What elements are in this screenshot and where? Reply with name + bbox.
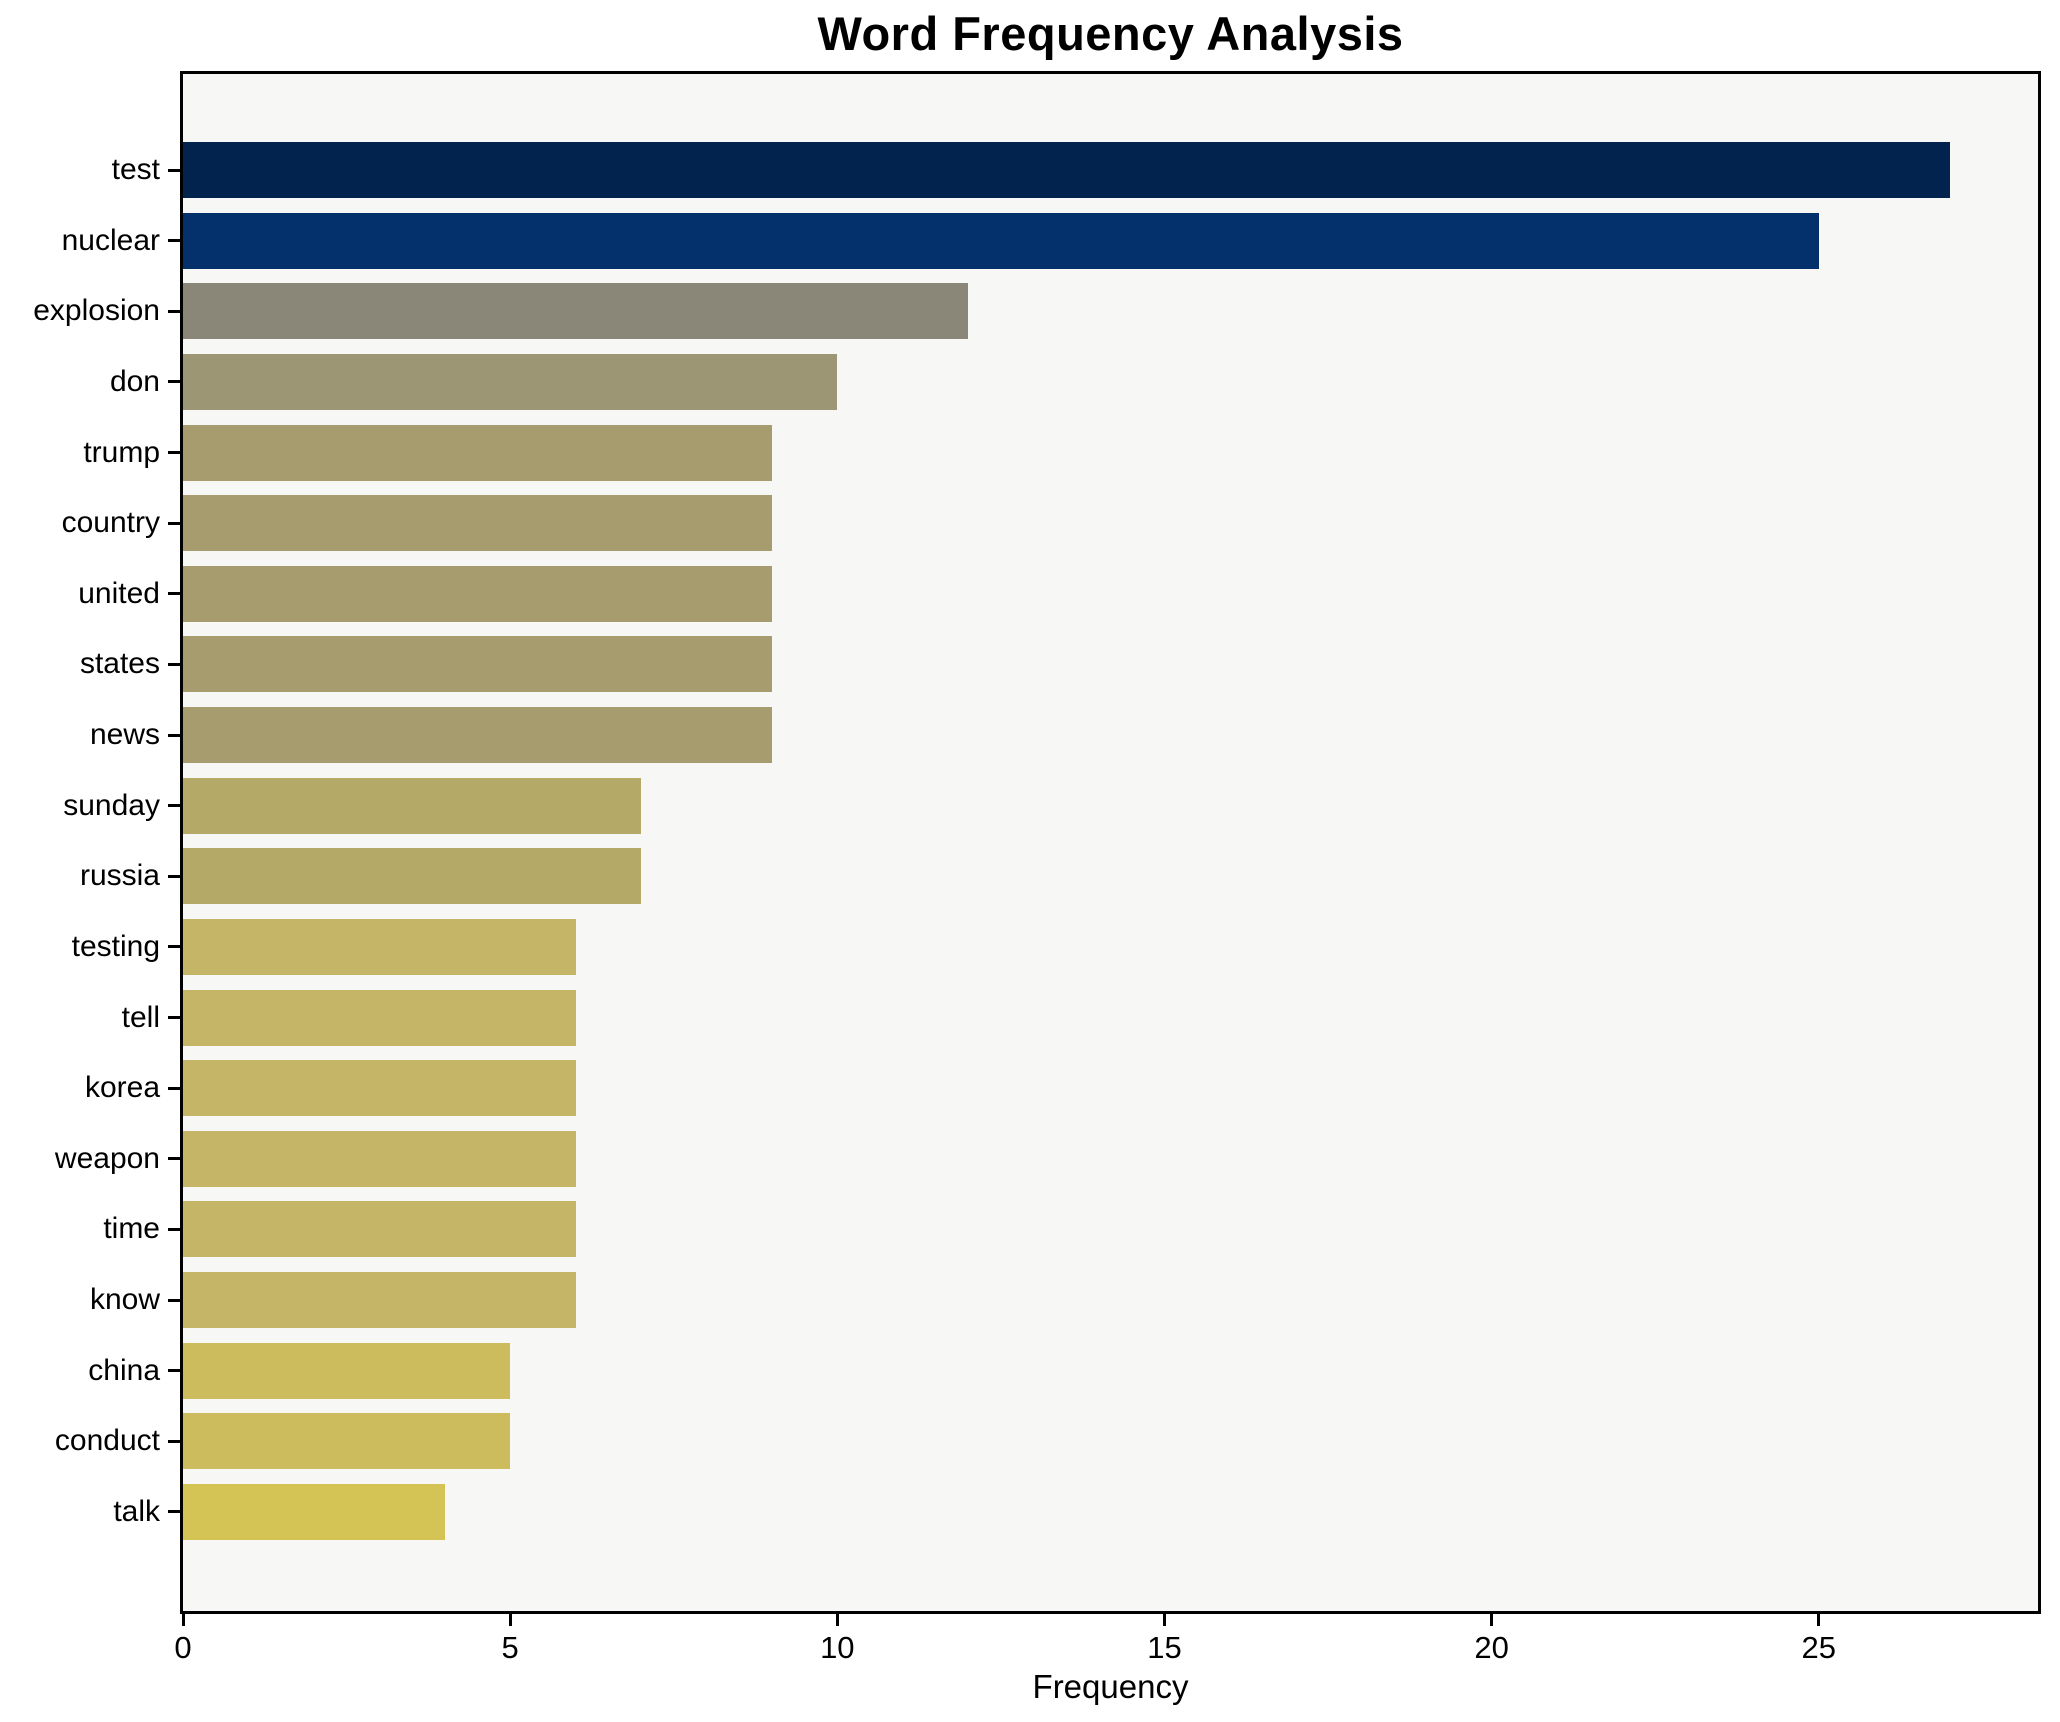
chart-title: Word Frequency Analysis bbox=[817, 7, 1404, 60]
bar-sunday bbox=[183, 777, 642, 834]
y-tick-mark bbox=[168, 662, 180, 666]
x-tick-mark bbox=[508, 1614, 512, 1626]
y-tick-label-don: don bbox=[109, 364, 160, 398]
y-tick-mark bbox=[168, 733, 180, 737]
bar-time bbox=[183, 1201, 576, 1258]
bars-container bbox=[183, 74, 2038, 1611]
bar-test bbox=[183, 142, 1950, 198]
y-tick-mark bbox=[168, 380, 180, 384]
y-tick-mark bbox=[168, 1369, 180, 1373]
x-tick-label-20: 20 bbox=[1474, 1630, 1509, 1665]
bar-united bbox=[183, 565, 772, 622]
x-tick-mark bbox=[1162, 1614, 1166, 1626]
x-tick-mark bbox=[835, 1614, 839, 1626]
bar-korea bbox=[183, 1060, 576, 1117]
bar-testing bbox=[183, 918, 576, 975]
y-tick-mark bbox=[168, 804, 180, 808]
bar-news bbox=[183, 707, 772, 764]
bar-don bbox=[183, 353, 838, 410]
y-tick-mark bbox=[168, 592, 180, 596]
y-tick-mark bbox=[168, 1016, 180, 1020]
y-tick-mark bbox=[168, 521, 180, 525]
y-tick-label-testing: testing bbox=[71, 929, 160, 963]
plot-area bbox=[180, 71, 2041, 1614]
y-tick-mark bbox=[168, 874, 180, 878]
x-tick-label-15: 15 bbox=[1147, 1630, 1182, 1665]
y-tick-label-conduct: conduct bbox=[54, 1424, 160, 1458]
bar-explosion bbox=[183, 283, 969, 340]
x-tick-mark bbox=[1817, 1614, 1821, 1626]
bar-talk bbox=[183, 1483, 445, 1540]
y-tick-mark bbox=[168, 1298, 180, 1302]
y-tick-label-talk: talk bbox=[113, 1494, 160, 1528]
y-tick-label-weapon: weapon bbox=[54, 1141, 160, 1175]
y-tick-label-tell: tell bbox=[121, 1000, 160, 1034]
y-tick-label-sunday: sunday bbox=[63, 788, 160, 822]
x-tick-label-25: 25 bbox=[1801, 1630, 1837, 1665]
bar-conduct bbox=[183, 1413, 511, 1470]
y-tick-mark bbox=[168, 1510, 180, 1514]
y-tick-mark bbox=[168, 451, 180, 455]
bar-china bbox=[183, 1342, 511, 1399]
y-tick-label-time: time bbox=[103, 1212, 160, 1246]
x-tick-label-0: 0 bbox=[174, 1630, 192, 1665]
y-tick-label-trump: trump bbox=[83, 435, 160, 469]
y-tick-label-test: test bbox=[111, 153, 160, 186]
x-axis-label: Frequency bbox=[1032, 1668, 1189, 1705]
y-tick-mark bbox=[168, 1157, 180, 1161]
y-tick-label-china: china bbox=[88, 1353, 160, 1387]
y-tick-mark bbox=[168, 945, 180, 949]
y-tick-mark bbox=[168, 1439, 180, 1443]
x-tick-label-5: 5 bbox=[501, 1630, 519, 1665]
y-tick-label-united: united bbox=[78, 576, 160, 610]
x-tick-label-10: 10 bbox=[820, 1630, 855, 1665]
y-tick-mark bbox=[168, 1086, 180, 1090]
x-tick-mark bbox=[181, 1614, 185, 1626]
bar-weapon bbox=[183, 1130, 576, 1187]
bar-country bbox=[183, 495, 772, 552]
bar-russia bbox=[183, 848, 642, 905]
y-tick-label-states: states bbox=[79, 647, 160, 681]
x-tick-mark bbox=[1490, 1614, 1494, 1626]
bar-know bbox=[183, 1272, 576, 1329]
bar-trump bbox=[183, 424, 772, 481]
bar-states bbox=[183, 636, 772, 693]
y-tick-label-explosion: explosion bbox=[33, 294, 160, 328]
y-tick-label-russia: russia bbox=[79, 859, 160, 893]
bar-nuclear bbox=[183, 212, 1819, 269]
y-tick-label-news: news bbox=[89, 718, 160, 752]
y-tick-label-know: know bbox=[89, 1283, 160, 1317]
y-tick-label-nuclear: nuclear bbox=[61, 223, 160, 257]
y-tick-label-korea: korea bbox=[84, 1071, 160, 1105]
bar-tell bbox=[183, 989, 576, 1046]
y-tick-mark bbox=[168, 1227, 180, 1231]
y-tick-mark bbox=[168, 168, 180, 172]
y-tick-mark bbox=[168, 239, 180, 243]
y-tick-mark bbox=[168, 309, 180, 313]
y-tick-label-country: country bbox=[61, 506, 160, 540]
